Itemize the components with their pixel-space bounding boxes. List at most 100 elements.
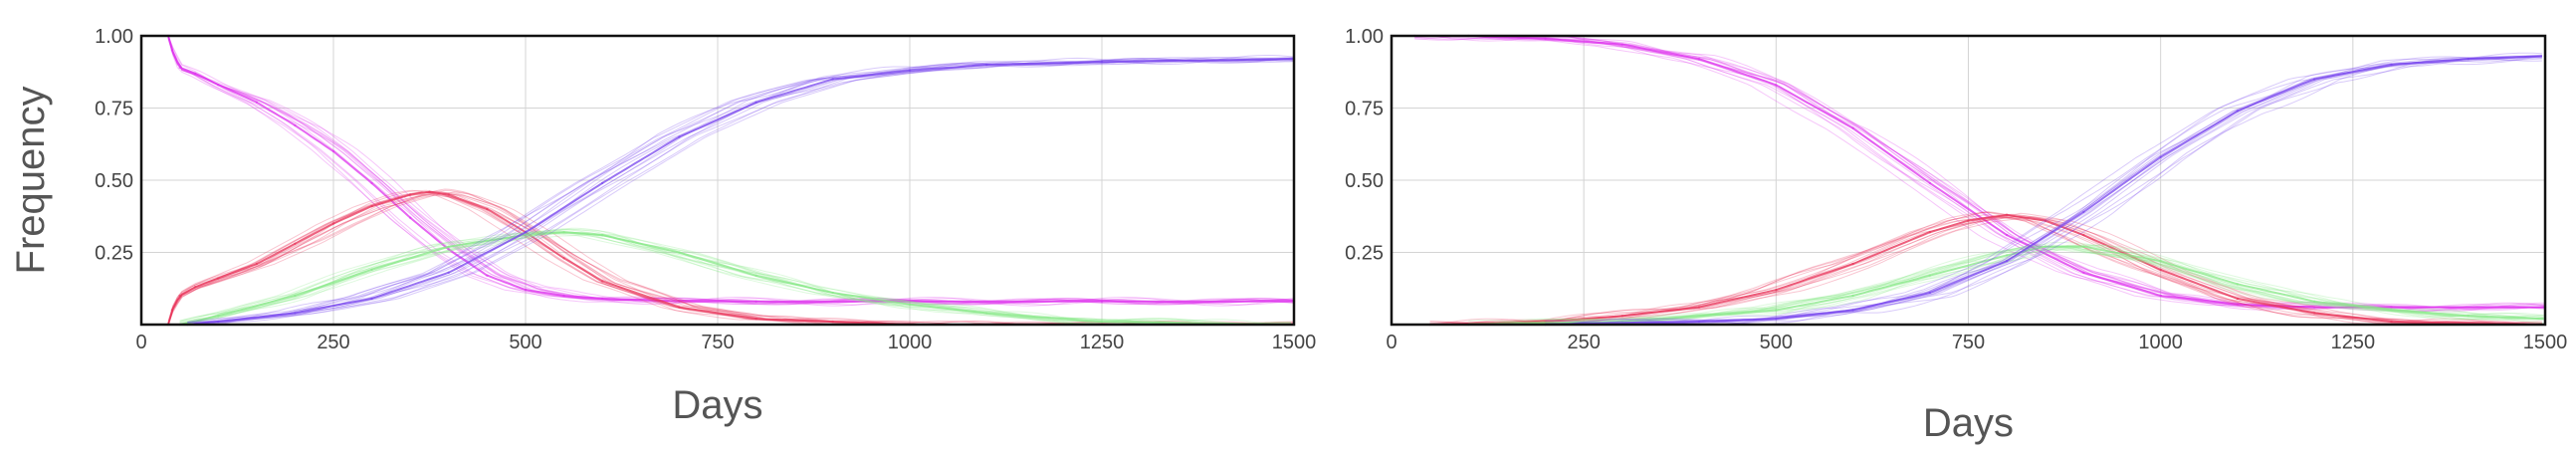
left-series-0-point — [562, 294, 565, 298]
left-series-0-trajectory — [167, 35, 1294, 304]
left-y-tick-label: 0.50 — [95, 170, 133, 192]
right-series-2 — [1467, 242, 2547, 327]
right-series-3-point — [2005, 260, 2009, 263]
left-x-tick-label: 1500 — [1272, 332, 1317, 353]
right-series-2-point — [2313, 300, 2316, 303]
right-series-3-trajectory — [1545, 56, 2542, 326]
right-series-1-point — [2005, 213, 2009, 216]
left-series-0 — [166, 34, 1296, 307]
right-series-3-line — [1545, 55, 2542, 326]
right-series-1-point — [1851, 262, 1854, 266]
right-series-3-trajectory — [1545, 55, 2542, 326]
left-series-0-trajectory — [167, 35, 1294, 307]
right-x-tick-label: 1000 — [2138, 332, 2183, 353]
left-series-1-point — [193, 286, 197, 289]
left-series-2-point — [1100, 320, 1104, 324]
right-series-2-trajectory — [1468, 244, 2544, 326]
left-plot-frame — [139, 34, 1296, 327]
left-series-1-point — [754, 318, 757, 321]
left-series-3-line — [187, 58, 1295, 326]
right-x-tick-label: 500 — [1760, 332, 1793, 353]
left-series-2-point — [562, 231, 565, 234]
left-x-tick-label: 750 — [701, 332, 734, 353]
left-series-3-point — [678, 135, 681, 138]
right-series-1-point — [1620, 315, 1624, 318]
left-series-2 — [178, 227, 1296, 327]
right-series-3-trajectory — [1545, 52, 2542, 326]
left-series-3-point — [831, 78, 834, 81]
left-y-axis-title: Frequency — [9, 87, 53, 275]
right-series-0-point — [2390, 306, 2393, 309]
right-series-0-point — [2005, 233, 2009, 237]
right-series-2-point — [2043, 245, 2046, 248]
left-series-2-point — [447, 245, 450, 248]
left-y-tick-label: 0.75 — [95, 99, 133, 120]
left-series-0-point — [486, 274, 489, 277]
right-series-1-point — [1928, 231, 1932, 234]
right-series-2-point — [2159, 260, 2162, 263]
chart-panel-left: 0 250 500 750 1000 1250 1500 0.25 0.50 0.75 1.00 Da… — [9, 26, 1316, 427]
left-series-0-trajectory — [167, 38, 1294, 305]
left-series-0-point — [447, 248, 450, 251]
right-series-3-trajectory — [1545, 56, 2542, 326]
right-series-3-point — [1775, 318, 1778, 321]
left-series-2-trajectory — [179, 231, 1291, 326]
right-y-tick-label: 0.25 — [1345, 243, 1384, 265]
left-series-0-trajectory — [167, 38, 1294, 306]
right-series-2-trajectory — [1468, 245, 2544, 326]
left-series-0-point — [178, 66, 181, 70]
left-series-0-trajectory — [167, 35, 1294, 305]
left-series-2-point — [908, 303, 912, 306]
right-series-1-point — [1967, 219, 1970, 222]
right-series-0-point — [1928, 181, 1932, 185]
left-series-2-point — [370, 268, 373, 272]
left-series-0-trajectory — [167, 35, 1294, 304]
right-series-0-line — [1414, 35, 2545, 309]
left-series-3-point — [294, 312, 297, 315]
right-series-2-point — [2236, 283, 2240, 286]
left-y-tick-label: 1.00 — [95, 26, 133, 48]
right-x-axis-title: Days — [1923, 401, 2014, 445]
left-series-0-point — [409, 216, 412, 219]
right-series-3-trajectory — [1545, 57, 2542, 326]
right-series-1-point — [2313, 312, 2316, 315]
left-series-0-point — [193, 72, 197, 75]
right-y-tick-label: 1.00 — [1345, 26, 1384, 48]
left-series-0-point — [255, 101, 258, 104]
right-series-1-point — [1697, 306, 1701, 309]
right-series-0-point — [2159, 294, 2162, 298]
left-series-1-point — [331, 222, 335, 225]
left-series-3-point — [1100, 60, 1104, 64]
right-series-2-point — [1928, 274, 1932, 277]
left-series-1-point — [178, 294, 181, 298]
left-series-3-trajectory — [187, 57, 1295, 323]
left-series-0-point — [908, 300, 912, 303]
left-series-3-trajectory — [187, 57, 1295, 325]
right-series-3-trajectory — [1545, 56, 2542, 326]
left-series-3-point — [754, 101, 757, 104]
left-series-2-point — [985, 312, 988, 315]
left-series-0-point — [170, 49, 174, 52]
right-series-0-point — [1775, 84, 1778, 87]
right-x-tick-label: 0 — [1386, 332, 1396, 353]
left-x-tick-label: 250 — [317, 332, 349, 353]
left-series-3-point — [370, 297, 373, 301]
right-y-tick-label: 0.50 — [1345, 170, 1384, 192]
right-series-2-point — [2467, 315, 2469, 318]
right-series-2-point — [1851, 294, 1854, 298]
left-series-3-trajectory — [187, 59, 1295, 326]
right-series-3-trajectory — [1545, 55, 2542, 326]
left-series-0-point — [331, 149, 335, 153]
left-series-2-trajectory — [179, 231, 1291, 326]
left-series-1-point — [370, 204, 373, 208]
left-series-3-trajectory — [187, 59, 1295, 325]
right-series-1-point — [2236, 297, 2240, 301]
right-series-1-trajectory — [1429, 216, 2542, 326]
left-series-0-point — [1100, 300, 1104, 303]
right-y-tick-label: 0.75 — [1345, 99, 1384, 120]
right-series-1-line — [1429, 213, 2542, 326]
left-series-3-trajectory — [187, 57, 1295, 323]
left-series-0-point — [754, 300, 757, 303]
right-series-3-point — [2390, 63, 2393, 67]
